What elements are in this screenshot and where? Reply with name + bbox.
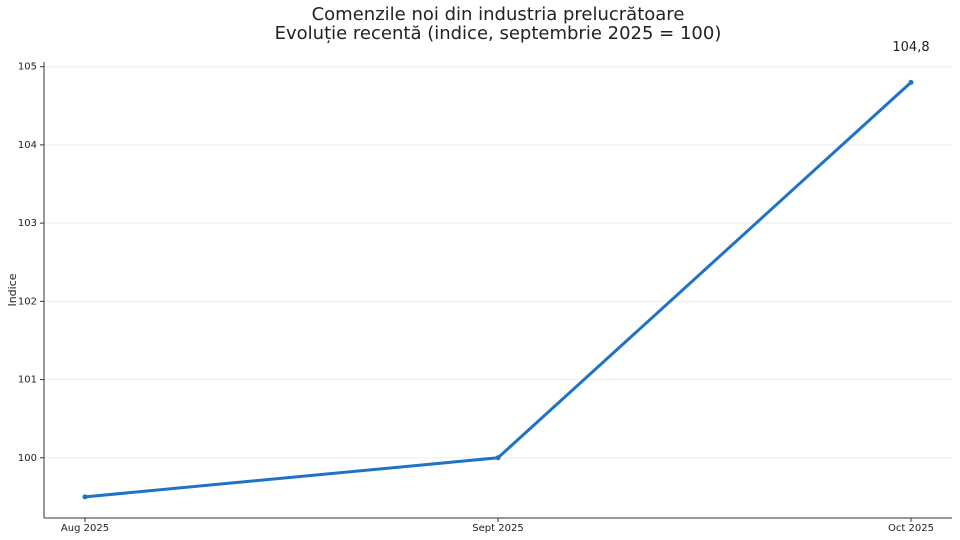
y-axis-label: Indice (6, 273, 19, 306)
point (82, 494, 88, 500)
y-tick-label: 104 (18, 140, 37, 151)
y-tick-label: 105 (18, 62, 37, 73)
y-tick-label: 101 (18, 375, 37, 386)
x-tick-label: Oct 2025 (888, 523, 934, 534)
point (495, 455, 501, 461)
chart-subtitle: Evoluție recentă (indice, septembrie 202… (275, 23, 722, 44)
y-tick-label: 103 (18, 218, 37, 229)
chart-title: Comenzile noi din industria prelucrătoar… (312, 4, 685, 25)
y-tick-label: 102 (18, 296, 37, 307)
point (908, 79, 914, 85)
grid (44, 66, 952, 459)
x-tick-label: Sept 2025 (472, 523, 523, 534)
x-tick-label: Aug 2025 (61, 523, 109, 534)
value-label: 104,8 (892, 40, 929, 55)
y-tick-label: 100 (18, 453, 37, 464)
